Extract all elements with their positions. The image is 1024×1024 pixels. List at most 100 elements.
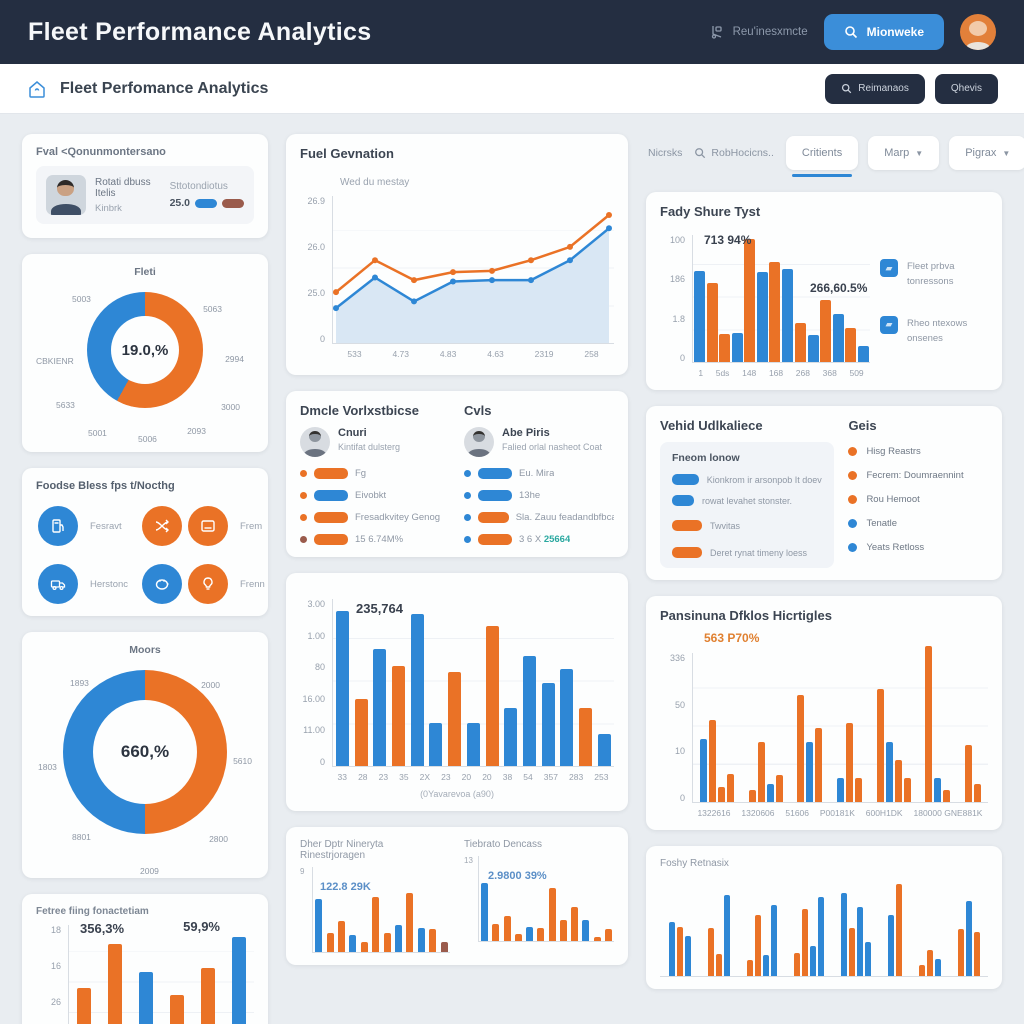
x-axis: 33 28 23 35 2X 23 20 20 38 54 357 283 253 — [332, 772, 614, 782]
bar-group — [579, 599, 593, 766]
id-card-icon[interactable] — [188, 506, 228, 546]
chart-title: Dher Dptr Nineryta Rinestrjoragen — [300, 839, 384, 861]
bar-group — [840, 877, 871, 976]
chevron-down-icon: ▼ — [915, 148, 924, 158]
user-avatar[interactable] — [960, 14, 996, 50]
bar — [417, 928, 425, 952]
bar — [727, 773, 735, 802]
bar — [373, 649, 387, 766]
bar-group — [383, 867, 391, 952]
bar — [523, 655, 537, 766]
list-item[interactable]: Fecrem: Doumraennint — [848, 470, 988, 481]
bar-group — [481, 856, 489, 941]
tick-label: 283 — [569, 772, 584, 782]
list-item[interactable]: Kionkrom ir arsonpob It doevout. — [672, 474, 822, 485]
value-pill — [672, 474, 699, 485]
bar-group — [372, 867, 380, 952]
list-item[interactable]: Sla. Zauu feadandbfbcan, — [464, 512, 614, 523]
list-item[interactable]: Hisg Reastrs — [848, 446, 988, 457]
profile-row[interactable]: Rotati dbuss Itelis Kinbrk Sttotondiotus… — [36, 166, 254, 224]
bar-group — [406, 867, 414, 952]
panel-title: Geis — [848, 418, 877, 433]
search-icon — [842, 83, 852, 94]
tick-label: 26.9 — [307, 196, 325, 206]
reports-button[interactable]: Reimanaos — [825, 73, 925, 104]
bullet-dot — [464, 470, 471, 477]
tick-label: 1.00 — [307, 630, 325, 641]
lightbulb-icon[interactable] — [188, 564, 228, 604]
chart-title: Foshy Retnasix — [660, 858, 729, 869]
tab-critients[interactable]: Critients — [785, 136, 859, 177]
topbar-link[interactable]: Reu'inesxmcte — [710, 24, 808, 40]
toolbar-search[interactable]: RobHocicns.. — [694, 147, 774, 159]
views-button[interactable]: Qhevis — [934, 73, 998, 104]
donut-label: 2800 — [209, 834, 228, 844]
search-button[interactable]: Mionweke — [823, 14, 944, 50]
panel-title: Vehid Udlkaliece — [660, 418, 763, 433]
bar — [856, 906, 863, 976]
list-item[interactable]: Yeats Retloss — [848, 542, 988, 553]
list-item[interactable]: Twvitas — [672, 520, 822, 531]
chart-title: Moors — [129, 644, 161, 656]
tab-marp-dropdown[interactable]: Marp ▼ — [868, 136, 940, 170]
tick-label: 50 — [674, 699, 685, 710]
bar-group — [326, 867, 334, 952]
bullet-dot — [300, 470, 307, 477]
list-item[interactable]: Fg — [300, 468, 450, 479]
annotation: 563 P70% — [704, 631, 760, 645]
list-item[interactable]: Deret rynat timeny loess — [672, 547, 822, 558]
bar — [964, 745, 972, 802]
bars — [693, 235, 870, 362]
tick-label: 2319 — [534, 349, 554, 359]
profile-summary-card: Fval <Qonunmontersano Rotati dbuss Iteli… — [22, 134, 268, 238]
bar-group — [338, 867, 346, 952]
list-item[interactable]: 3 6 X 25664 — [464, 534, 614, 545]
tick-label: 1.8 — [672, 313, 685, 324]
tick-label: 20 — [461, 772, 472, 782]
tab-pigrax-dropdown[interactable]: Pigrax ▼ — [949, 136, 1024, 170]
left-column: Fval <Qonunmontersano Rotati dbuss Iteli… — [22, 134, 268, 1024]
donut-label: 5633 — [56, 400, 75, 410]
list-item[interactable]: 13he — [464, 490, 614, 501]
legend: ▰ Fleet prbva tonressons ▰ Rheo ntexows on… — [880, 227, 988, 378]
piggy-bank-icon[interactable] — [142, 564, 182, 604]
utilization-card: Vehid Udlkaliece Fneom lonow Kionkrom ir… — [646, 406, 1002, 580]
list-item[interactable]: rowat levahet stonster. — [672, 495, 822, 506]
bar — [560, 669, 574, 766]
list-item[interactable]: Eu. Mira — [464, 468, 614, 479]
bullet-dot — [300, 514, 307, 521]
list-item[interactable]: Fresadkvitey Genog — [300, 512, 450, 523]
driver-subtitle: Falied orlal nasheot Coat — [502, 442, 603, 452]
bar-group — [231, 925, 246, 1024]
truck-icon[interactable] — [38, 564, 78, 604]
list-item[interactable]: Eivobkt — [300, 490, 450, 501]
bar — [485, 625, 499, 766]
bar-group — [200, 925, 215, 1024]
bar — [326, 933, 334, 952]
bar — [809, 946, 816, 976]
bar — [762, 955, 769, 976]
annotation: 2.9800 39% — [488, 870, 547, 882]
bar — [349, 935, 357, 952]
list-item[interactable]: Rou Hemoot — [848, 494, 988, 505]
y-axis: 1816260 — [36, 925, 68, 1024]
bar — [684, 936, 691, 976]
bar-group — [744, 235, 769, 362]
value-pill — [478, 512, 509, 523]
icon-label: Fesravt — [90, 520, 122, 532]
legend-item[interactable]: ▰ Rheo ntexows onsenes — [880, 315, 988, 346]
bar — [934, 778, 942, 802]
fleet-donut-card: Fleti 19.0,% 5003 5063 2994 3000 2093 50… — [22, 254, 268, 452]
bar-group — [845, 235, 870, 362]
bar — [820, 299, 832, 362]
legend-item[interactable]: ▰ Fleet prbva tonressons — [880, 259, 988, 289]
bar — [885, 742, 893, 802]
line-plot — [332, 196, 614, 344]
list-item[interactable]: Tenatle — [848, 518, 988, 529]
shuffle-icon[interactable] — [142, 506, 182, 546]
list-item[interactable]: 15 6.74M% — [300, 534, 450, 545]
donut-ring: 19.0,% — [87, 292, 203, 408]
fuel-pump-icon[interactable] — [38, 506, 78, 546]
bar — [392, 665, 406, 766]
home-icon[interactable] — [26, 78, 48, 100]
